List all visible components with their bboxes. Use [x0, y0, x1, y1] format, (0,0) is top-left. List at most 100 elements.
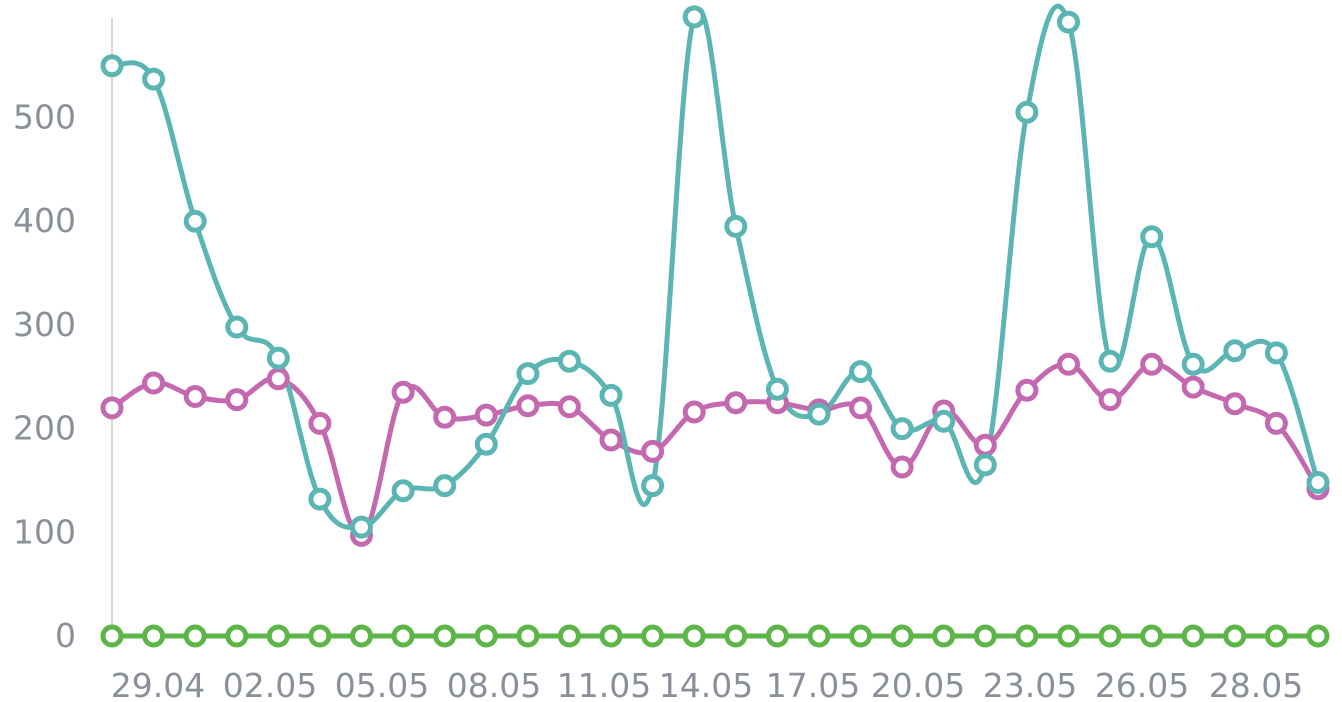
series-2-point — [599, 624, 623, 648]
series-1-point — [474, 403, 498, 427]
y-tick-label: 0 — [55, 616, 76, 655]
series-2-point — [350, 624, 373, 648]
series-0-point — [973, 453, 997, 477]
series-0-point — [433, 474, 457, 498]
series-0-point — [849, 360, 873, 384]
series-lines — [109, 3, 1321, 639]
series-2-point — [1181, 624, 1205, 648]
series-2-point — [973, 624, 997, 648]
series-2-point — [932, 624, 956, 648]
series-2-point — [849, 624, 873, 648]
series-0-point — [1098, 349, 1122, 373]
series-2-point — [682, 624, 706, 648]
series-0-point — [183, 209, 207, 233]
series-1-point — [1057, 352, 1080, 376]
series-0-point — [1181, 352, 1205, 376]
series-1-point — [266, 367, 290, 391]
series-2-point — [474, 624, 498, 648]
series-2-point — [266, 624, 290, 648]
series-0-point — [1015, 100, 1039, 124]
series-1-point — [973, 433, 997, 457]
series-2-point — [765, 624, 789, 648]
series-0-point — [391, 479, 415, 503]
series-0-point — [266, 346, 290, 370]
x-tick-label: 05.05 — [335, 666, 429, 702]
series-0-point — [932, 409, 956, 433]
series-2-point — [1306, 624, 1330, 648]
series-0-point — [1140, 225, 1164, 249]
x-tick-label: 14.05 — [659, 666, 753, 702]
series-1-point — [682, 400, 706, 424]
series-1-point — [599, 428, 623, 452]
x-tick-label: 20.05 — [871, 666, 965, 702]
series-points — [100, 5, 1330, 648]
series-0-point — [1057, 10, 1080, 34]
series-1-point — [100, 396, 124, 420]
series-1-point — [1098, 388, 1122, 412]
x-tick-label: 02.05 — [223, 666, 317, 702]
y-tick-label: 400 — [13, 201, 76, 240]
series-0-point — [765, 377, 789, 401]
x-tick-label: 11.05 — [557, 666, 651, 702]
series-1-point — [308, 411, 332, 435]
series-1-point — [890, 455, 914, 479]
series-1-point — [641, 439, 665, 463]
series-2-point — [391, 624, 415, 648]
series-0-point — [682, 5, 706, 29]
series-2-point — [183, 624, 207, 648]
series-2-point — [1140, 624, 1164, 648]
series-0-point — [225, 315, 249, 339]
x-tick-label: 17.05 — [766, 666, 860, 702]
y-tick-label: 300 — [13, 305, 76, 344]
series-2-point — [1057, 624, 1080, 648]
series-line-1 — [109, 361, 1321, 538]
series-0-point — [308, 487, 332, 511]
series-2-point — [1223, 624, 1247, 648]
series-0-point — [890, 417, 914, 441]
series-0-point — [557, 349, 581, 373]
series-2-point — [516, 624, 540, 648]
series-0-point — [807, 402, 831, 426]
series-2-point — [1098, 624, 1122, 648]
series-2-point — [641, 624, 665, 648]
series-2-point — [1264, 624, 1288, 648]
series-0-point — [724, 214, 748, 238]
series-1-point — [391, 380, 415, 404]
series-0-point — [142, 67, 166, 91]
series-1-point — [1140, 352, 1164, 376]
series-1-point — [142, 371, 166, 395]
series-2-point — [225, 624, 249, 648]
series-0-point — [1223, 339, 1247, 363]
y-tick-label: 500 — [13, 98, 76, 137]
series-0-point — [599, 383, 623, 407]
y-tick-label: 200 — [13, 409, 76, 448]
series-2-point — [724, 624, 748, 648]
series-2-point — [142, 624, 166, 648]
series-1-point — [516, 394, 540, 418]
series-2-point — [1015, 624, 1039, 648]
series-line-0 — [109, 3, 1321, 531]
series-0-point — [474, 432, 498, 456]
x-tick-label: 23.05 — [983, 666, 1077, 702]
series-1-point — [849, 396, 873, 420]
series-2-point — [308, 624, 332, 648]
series-1-point — [1264, 411, 1288, 435]
series-0-point — [516, 362, 540, 386]
series-0-point — [1306, 471, 1330, 494]
series-2-point — [807, 624, 831, 648]
tick-labels: 0 100 200 300 400 500 29.04 02.05 05.05 08.05 11.0… — [13, 98, 1303, 702]
y-tick-label: 100 — [13, 512, 76, 551]
series-0-point — [641, 474, 665, 498]
series-1-point — [183, 385, 207, 408]
series-1-point — [433, 405, 457, 429]
series-1-point — [557, 395, 581, 419]
series-2-point — [433, 624, 457, 648]
x-tick-label: 28.05 — [1209, 666, 1303, 702]
series-1-point — [225, 388, 249, 412]
x-tick-label: 08.05 — [447, 666, 541, 702]
x-tick-label: 29.04 — [111, 666, 205, 702]
series-1-point — [1015, 378, 1039, 402]
series-1-point — [1223, 392, 1247, 416]
series-0-point — [100, 54, 124, 78]
